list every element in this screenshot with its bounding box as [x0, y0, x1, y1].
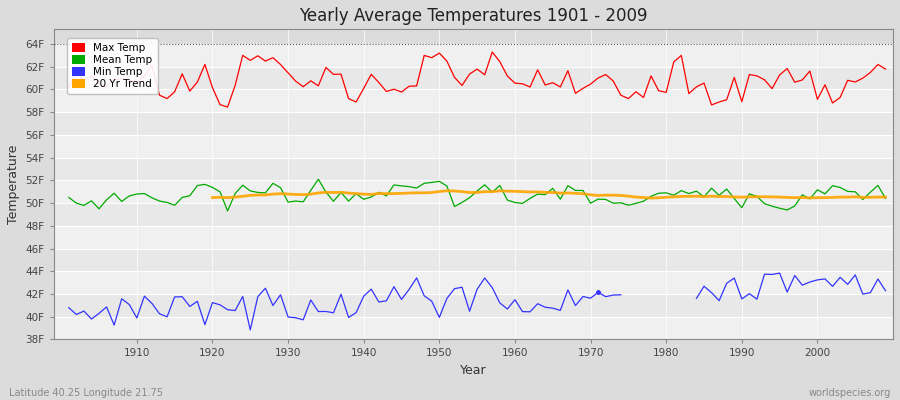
Title: Yearly Average Temperatures 1901 - 2009: Yearly Average Temperatures 1901 - 2009 — [299, 7, 648, 25]
Bar — [54, 44, 893, 67]
Text: worldspecies.org: worldspecies.org — [809, 388, 891, 398]
Text: Latitude 40.25 Longitude 21.75: Latitude 40.25 Longitude 21.75 — [9, 388, 163, 398]
Bar — [54, 317, 893, 340]
Bar — [54, 112, 893, 135]
Bar — [54, 90, 893, 112]
Bar — [54, 158, 893, 180]
Bar — [54, 248, 893, 271]
Bar — [54, 67, 893, 90]
Y-axis label: Temperature: Temperature — [7, 145, 20, 224]
Bar — [54, 203, 893, 226]
Bar — [54, 180, 893, 203]
Legend: Max Temp, Mean Temp, Min Temp, 20 Yr Trend: Max Temp, Mean Temp, Min Temp, 20 Yr Tre… — [68, 38, 158, 94]
Bar — [54, 271, 893, 294]
Bar — [54, 135, 893, 158]
Bar — [54, 294, 893, 317]
Bar — [54, 226, 893, 248]
X-axis label: Year: Year — [460, 364, 487, 377]
